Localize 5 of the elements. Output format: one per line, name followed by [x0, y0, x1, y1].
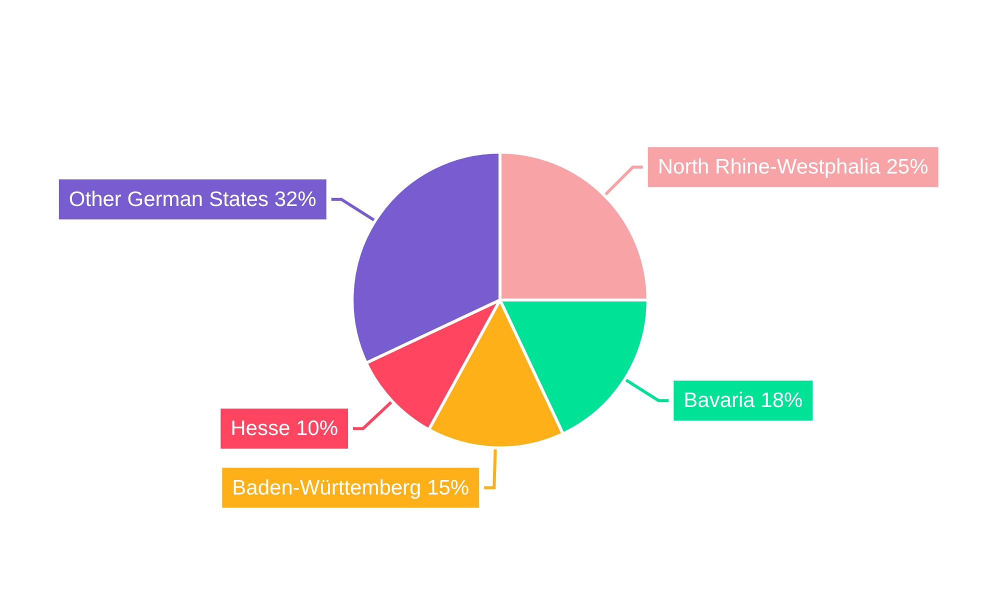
- slice-label: Baden-Württemberg 15%: [232, 476, 470, 500]
- slice-label: North Rhine-Westphalia 25%: [658, 156, 928, 179]
- slice-label: Hesse 10%: [230, 417, 338, 440]
- slice-label: Bavaria 18%: [684, 389, 803, 412]
- slice-label: Other German States 32%: [68, 188, 316, 211]
